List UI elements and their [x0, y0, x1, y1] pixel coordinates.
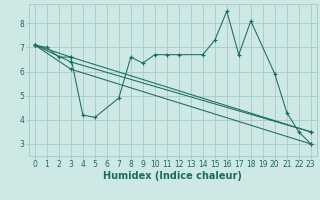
X-axis label: Humidex (Indice chaleur): Humidex (Indice chaleur): [103, 171, 242, 181]
